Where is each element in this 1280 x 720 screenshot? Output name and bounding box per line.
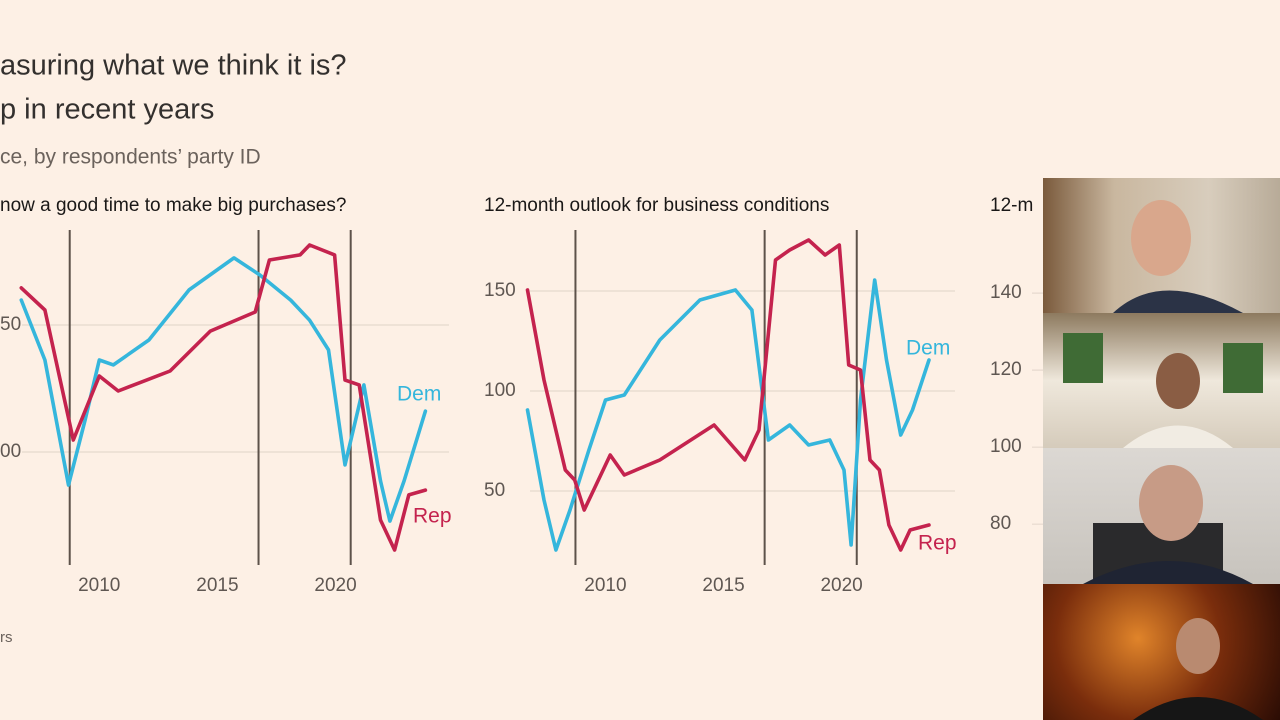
series-label: Rep <box>413 505 452 528</box>
y-tick-label: 50 <box>0 314 21 335</box>
video-tile[interactable] <box>1043 178 1280 313</box>
chart-title: 12-m <box>990 195 1033 216</box>
participant <box>1113 200 1243 313</box>
chart-title: now a good time to make big purchases? <box>0 195 346 216</box>
footer: rs <box>0 629 13 646</box>
y-tick-label: 50 <box>484 480 505 501</box>
y-tick-label: 120 <box>990 359 1022 380</box>
chart-title: 12-month outlook for business conditions <box>484 195 829 216</box>
video-tile[interactable] <box>1043 448 1280 584</box>
series-line <box>525 278 931 552</box>
y-tick-label: 00 <box>0 441 21 462</box>
series-line <box>525 238 931 552</box>
x-tick-label: 2020 <box>314 575 356 596</box>
y-tick-label: 100 <box>990 436 1022 457</box>
headline: asuring what we think it is? <box>0 50 347 82</box>
video-tile[interactable] <box>1043 584 1280 720</box>
video-tile[interactable] <box>1043 313 1280 448</box>
participant <box>1133 618 1263 720</box>
y-tick-label: 150 <box>484 280 516 301</box>
y-tick-label: 100 <box>484 380 516 401</box>
series-line <box>19 256 428 523</box>
headline: p in recent years <box>0 94 214 126</box>
x-tick-label: 2020 <box>820 575 862 596</box>
series-label: Dem <box>906 337 950 360</box>
series-label: Rep <box>918 532 957 555</box>
series-label: Dem <box>397 383 441 406</box>
x-tick-label: 2010 <box>78 575 120 596</box>
x-tick-label: 2015 <box>196 575 238 596</box>
subtitle: ce, by respondents’ party ID <box>0 146 261 169</box>
y-tick-label: 80 <box>990 513 1011 534</box>
x-tick-label: 2015 <box>702 575 744 596</box>
x-tick-label: 2010 <box>584 575 626 596</box>
series-line <box>19 243 428 552</box>
participant <box>1063 333 1263 448</box>
y-tick-label: 140 <box>990 282 1022 303</box>
participant <box>1083 465 1253 584</box>
